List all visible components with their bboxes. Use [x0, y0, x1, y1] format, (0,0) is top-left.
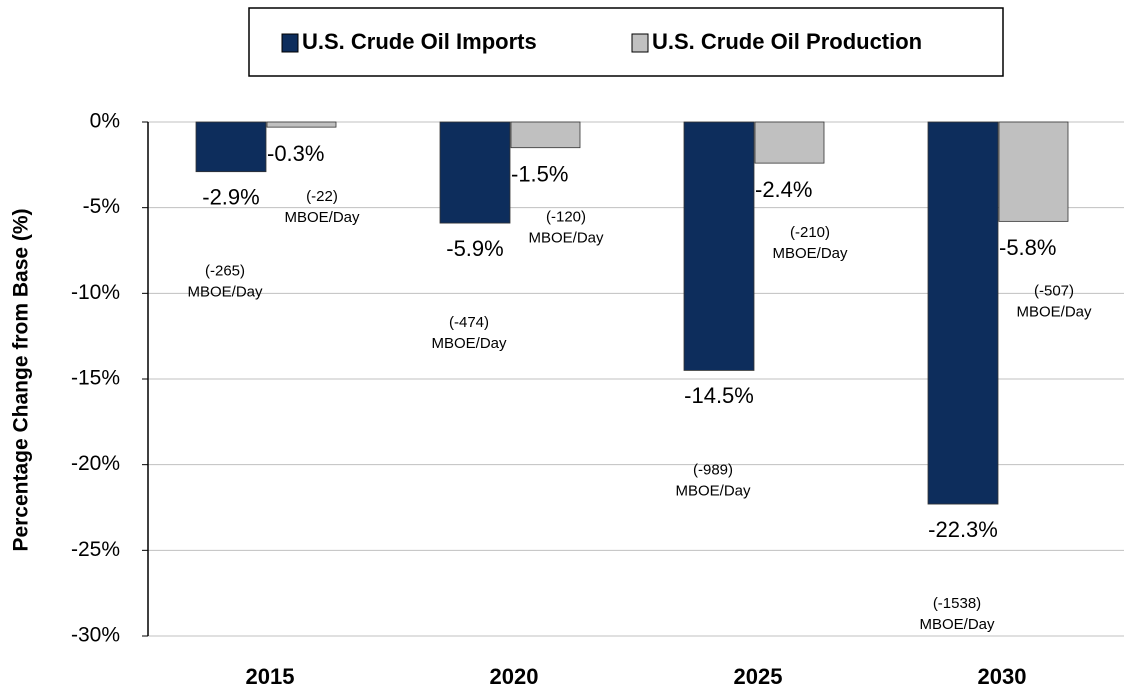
annotation: (-1538) [933, 595, 981, 612]
annotation-unit: MBOE/Day [528, 230, 604, 247]
value-label: -2.4% [755, 177, 812, 202]
y-tick-label: -25% [71, 538, 120, 561]
y-tick-label: -20% [71, 452, 120, 475]
x-tick-label: 2015 [246, 664, 295, 689]
bar [439, 121, 511, 224]
value-label: -2.9% [202, 184, 259, 209]
annotation-unit: MBOE/Day [919, 616, 995, 633]
y-tick-label: -15% [71, 367, 120, 390]
legend-box [248, 7, 1004, 77]
annotation: (-474) [449, 314, 489, 331]
value-label: -0.3% [267, 141, 324, 166]
value-label: -5.8% [999, 235, 1056, 260]
y-tick-label: -10% [71, 281, 120, 304]
legend-swatch [281, 33, 299, 53]
legend-label: U.S. Crude Oil Production [652, 29, 922, 54]
y-tick-label: -30% [71, 624, 120, 647]
y-tick-label: -5% [83, 195, 120, 218]
legend-label: U.S. Crude Oil Imports [302, 29, 537, 54]
value-label: -5.9% [446, 236, 503, 261]
legend-swatch [631, 33, 649, 53]
y-axis-title: Percentage Change from Base (%) [10, 208, 33, 551]
bar [754, 121, 825, 164]
annotation-unit: MBOE/Day [1016, 303, 1092, 320]
annotation: (-120) [546, 209, 586, 226]
annotation: (-22) [306, 188, 338, 205]
x-tick-label: 2025 [734, 664, 783, 689]
y-tick-label: 0% [90, 110, 120, 133]
bar [683, 121, 755, 371]
annotation: (-210) [790, 224, 830, 241]
bar [266, 121, 337, 128]
bar [927, 121, 999, 505]
annotation-unit: MBOE/Day [675, 482, 751, 499]
annotation: (-507) [1034, 282, 1074, 299]
x-tick-label: 2030 [978, 664, 1027, 689]
annotation-unit: MBOE/Day [187, 284, 263, 301]
annotation-unit: MBOE/Day [284, 209, 360, 226]
bar [195, 121, 267, 173]
annotation: (-265) [205, 263, 245, 280]
value-label: -22.3% [928, 517, 998, 542]
value-label: -14.5% [684, 383, 754, 408]
annotation-unit: MBOE/Day [772, 245, 848, 262]
x-tick-label: 2020 [490, 664, 539, 689]
bar [510, 121, 581, 149]
value-label: -1.5% [511, 162, 568, 187]
bar [998, 121, 1069, 222]
annotation: (-989) [693, 461, 733, 478]
annotation-unit: MBOE/Day [431, 335, 507, 352]
